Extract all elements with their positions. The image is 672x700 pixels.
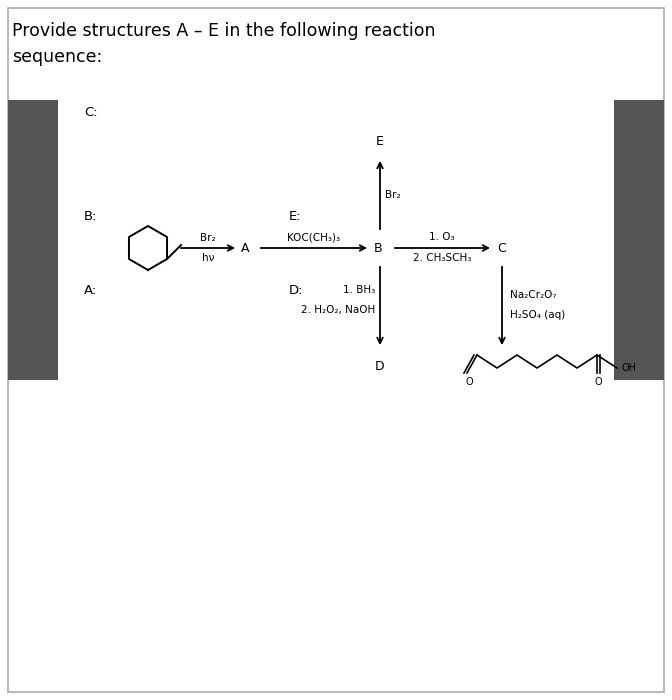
Text: E: E [376,135,384,148]
Bar [614,100,664,380]
Text: A:: A: [84,284,97,297]
Text: Br₂: Br₂ [200,233,216,243]
Text: OH: OH [621,363,636,373]
Bar [8,100,58,380]
Text: C: C [498,241,507,255]
Text: B: B [374,241,382,255]
Text: 2. H₂O₂, NaOH: 2. H₂O₂, NaOH [301,305,375,315]
Text: D: D [375,360,385,373]
Text: 2. CH₃SCH₃: 2. CH₃SCH₃ [413,253,471,263]
Text: D:: D: [289,284,304,297]
Text: A: A [241,241,249,255]
Text: Br₂: Br₂ [385,190,401,200]
Text: O: O [594,377,602,387]
Text: 1. O₃: 1. O₃ [429,232,455,242]
Text: Na₂Cr₂O₇: Na₂Cr₂O₇ [510,290,556,300]
Text: E:: E: [289,211,302,223]
Text: C:: C: [84,106,97,118]
Text: B:: B: [84,211,97,223]
Text: O: O [465,377,473,387]
Text: Provide structures A – E in the following reaction: Provide structures A – E in the followin… [12,22,435,40]
Text: hν: hν [202,253,214,263]
Text: 1. BH₃: 1. BH₃ [343,285,375,295]
Text: H₂SO₄ (aq): H₂SO₄ (aq) [510,310,565,320]
Text: KOC(CH₃)₃: KOC(CH₃)₃ [288,233,341,243]
Text: sequence:: sequence: [12,48,102,66]
